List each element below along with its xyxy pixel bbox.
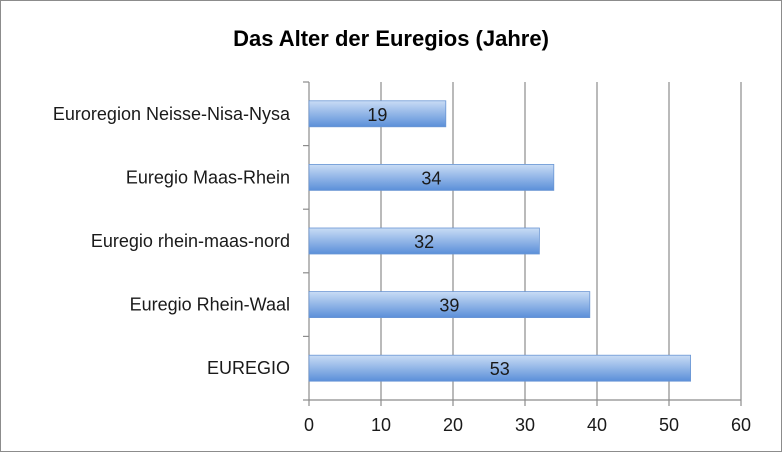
x-tick-label: 20 <box>443 415 463 435</box>
category-label: Euroregion Neisse-Nisa-Nysa <box>53 104 291 124</box>
x-tick-label: 30 <box>515 415 535 435</box>
data-label: 19 <box>367 105 387 125</box>
bar <box>308 291 591 319</box>
bar <box>308 163 555 191</box>
data-label: 53 <box>490 359 510 379</box>
bar <box>308 354 692 382</box>
bar <box>308 227 540 255</box>
category-label: Euregio Maas-Rhein <box>126 167 290 187</box>
x-tick-label: 50 <box>659 415 679 435</box>
data-label: 34 <box>421 168 441 188</box>
x-tick-label: 0 <box>304 415 314 435</box>
category-label: Euregio rhein-maas-nord <box>91 231 290 251</box>
data-label: 39 <box>439 296 459 316</box>
x-tick-label: 10 <box>371 415 391 435</box>
bar <box>308 100 447 128</box>
data-label: 32 <box>414 232 434 252</box>
x-tick-label: 60 <box>731 415 751 435</box>
category-label: EUREGIO <box>207 358 290 378</box>
category-label: Euregio Rhein-Waal <box>130 295 290 315</box>
x-tick-label: 40 <box>587 415 607 435</box>
chart-title: Das Alter der Euregios (Jahre) <box>233 26 549 51</box>
